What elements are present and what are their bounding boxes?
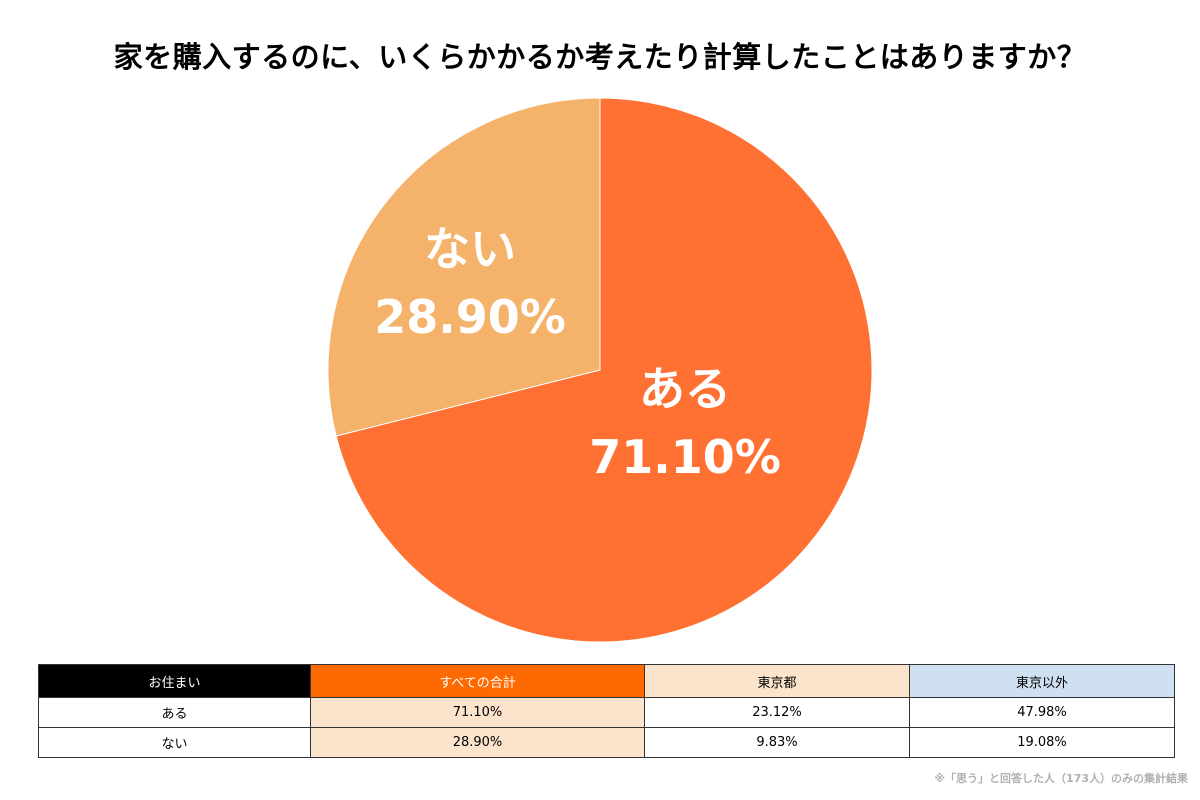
header-tokyo: 東京都 — [644, 664, 910, 698]
pie-slice-yes — [335, 97, 873, 643]
table-row: ない 28.90% 9.83% 19.08% — [38, 727, 1175, 758]
summary-table: お住まい すべての合計 東京都 東京以外 ある 71.10% 23.12% 47… — [38, 664, 1175, 758]
row-label: ある — [38, 697, 311, 728]
table-row: ある 71.10% 23.12% 47.98% — [38, 697, 1175, 728]
header-residence: お住まい — [38, 664, 311, 698]
row-label: ない — [38, 727, 311, 758]
pie-chart: ある 71.10% ない 28.90% — [327, 97, 873, 643]
slice-label-name: ある — [639, 362, 731, 416]
tokyo-value: 23.12% — [644, 697, 910, 728]
table-header-row: お住まい すべての合計 東京都 東京以外 — [38, 664, 1175, 698]
header-total: すべての合計 — [310, 664, 645, 698]
slice-label-value: 71.10% — [589, 430, 781, 484]
slice-label-value: 28.90% — [374, 290, 566, 344]
tokyo-value: 9.83% — [644, 727, 910, 758]
total-value: 28.90% — [310, 727, 645, 758]
outside-tokyo-value: 47.98% — [909, 697, 1175, 728]
pie-slice-no — [327, 97, 601, 437]
chart-title: 家を購入するのに、いくらかかるか考えたり計算したことはありますか？ — [113, 40, 1087, 74]
outside-tokyo-value: 19.08% — [909, 727, 1175, 758]
slice-label-name: ない — [424, 222, 516, 276]
total-value: 71.10% — [310, 697, 645, 728]
footnote: ※「思う」と回答した人（173人）のみの集計結果 — [934, 772, 1188, 785]
header-outside-tokyo: 東京以外 — [909, 664, 1175, 698]
